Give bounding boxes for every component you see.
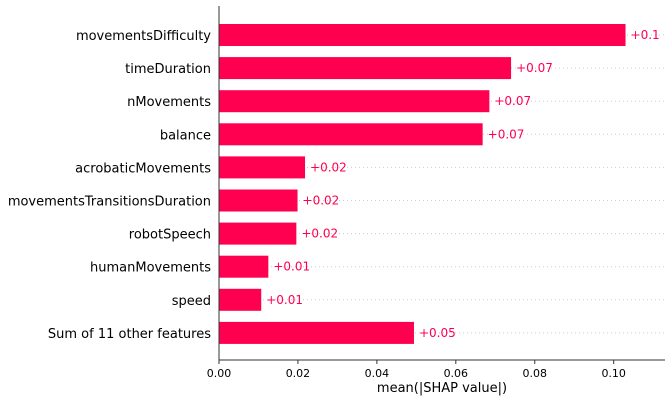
bar	[219, 321, 414, 344]
value-label: +0.01	[266, 293, 303, 307]
category-label: Sum of 11 other features	[48, 327, 211, 342]
x-tick-label: 0.06	[444, 367, 469, 380]
x-tick-label: 0.08	[523, 367, 548, 380]
x-tick-label: 0.02	[286, 367, 311, 380]
category-label: nMovements	[127, 95, 211, 110]
category-label: humanMovements	[90, 261, 211, 276]
x-tick-label: 0.00	[207, 367, 232, 380]
x-tick-label: 0.10	[601, 367, 626, 380]
value-label: +0.05	[419, 326, 456, 340]
category-label: balance	[160, 128, 211, 143]
value-label: +0.07	[516, 61, 553, 75]
category-label: acrobaticMovements	[75, 161, 211, 176]
bar	[219, 156, 306, 179]
x-axis-title: mean(|SHAP value|)	[377, 381, 507, 396]
value-label: +0.02	[301, 227, 338, 241]
gridlines	[219, 34, 665, 334]
value-label: +0.02	[303, 194, 340, 208]
bar	[219, 189, 298, 212]
category-label: timeDuration	[125, 62, 211, 77]
value-label: +0.07	[488, 127, 525, 141]
bar	[219, 57, 512, 80]
bar	[219, 288, 262, 311]
value-label: +0.01	[273, 260, 310, 274]
bar	[219, 24, 626, 46]
bar	[219, 90, 490, 113]
category-label: movementsDifficulty	[76, 29, 211, 44]
value-label: +0.07	[494, 94, 531, 108]
x-tick-label: 0.04	[365, 367, 390, 380]
bars	[219, 24, 626, 344]
value-labels: +0.1 +0.07 +0.07 +0.07 +0.02 +0.02 +0.02 +0.01 +…	[266, 28, 659, 340]
bar	[219, 222, 297, 245]
category-labels: movementsDifficulty timeDuration nMovement…	[8, 29, 211, 342]
value-label: +0.1	[631, 28, 660, 42]
axes: 0.00 0.02 0.04 0.06 0.08 0.10	[207, 6, 665, 380]
bar	[219, 255, 269, 278]
category-label: robotSpeech	[129, 228, 211, 243]
bar	[219, 123, 483, 146]
category-label: speed	[172, 294, 211, 309]
category-label: movementsTransitionsDuration	[8, 195, 211, 210]
value-label: +0.02	[310, 160, 347, 174]
